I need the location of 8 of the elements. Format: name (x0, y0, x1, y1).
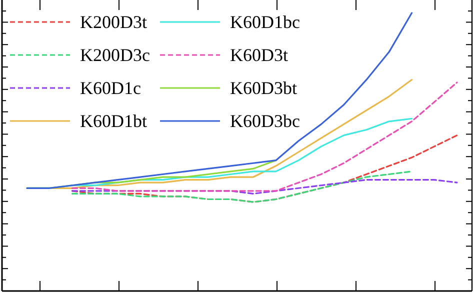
legend-label: K200D3c (80, 45, 150, 65)
legend-label: K60D3bc (230, 111, 300, 131)
legend-label: K60D3bt (230, 78, 297, 98)
legend-label: K200D3t (80, 12, 147, 32)
legend-label: K60D1c (80, 78, 141, 98)
legend-label: K60D1bc (230, 12, 300, 32)
legend-label: K60D1bt (80, 111, 147, 131)
legend-label: K60D3t (230, 45, 288, 65)
